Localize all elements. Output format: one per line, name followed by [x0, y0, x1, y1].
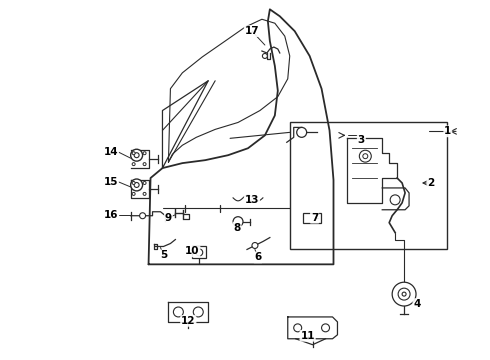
Circle shape — [143, 163, 146, 166]
Text: 1: 1 — [444, 126, 451, 136]
Circle shape — [359, 150, 371, 162]
Circle shape — [143, 181, 146, 184]
Circle shape — [390, 195, 400, 205]
Circle shape — [263, 54, 268, 58]
Text: 4: 4 — [414, 299, 421, 309]
Text: 12: 12 — [181, 316, 196, 326]
Bar — [303, 213, 320, 223]
Circle shape — [294, 324, 302, 332]
Circle shape — [233, 217, 243, 227]
Circle shape — [321, 324, 329, 332]
Text: 5: 5 — [160, 251, 167, 260]
Circle shape — [173, 307, 183, 317]
Circle shape — [363, 154, 368, 159]
Circle shape — [134, 183, 139, 188]
Text: 3: 3 — [358, 135, 365, 145]
Circle shape — [193, 307, 203, 317]
Text: 2: 2 — [427, 178, 435, 188]
Circle shape — [132, 152, 135, 155]
Text: 14: 14 — [103, 147, 118, 157]
Circle shape — [134, 153, 139, 158]
Circle shape — [132, 181, 135, 184]
Circle shape — [398, 288, 410, 300]
Text: 17: 17 — [245, 26, 259, 36]
Circle shape — [196, 249, 203, 256]
Circle shape — [140, 213, 146, 219]
Text: 9: 9 — [165, 213, 172, 223]
Circle shape — [132, 192, 135, 195]
Bar — [290, 122, 447, 249]
Circle shape — [252, 243, 258, 248]
Circle shape — [132, 163, 135, 166]
Text: 13: 13 — [245, 195, 259, 205]
Text: 6: 6 — [254, 252, 262, 262]
Text: 16: 16 — [103, 210, 118, 220]
Circle shape — [402, 292, 406, 296]
Circle shape — [143, 152, 146, 155]
Text: 11: 11 — [300, 331, 315, 341]
Bar — [192, 247, 206, 258]
Circle shape — [131, 149, 143, 161]
Text: 7: 7 — [311, 213, 318, 223]
Text: 10: 10 — [185, 247, 199, 256]
Circle shape — [131, 179, 143, 191]
Circle shape — [297, 127, 307, 137]
Circle shape — [392, 282, 416, 306]
Text: 8: 8 — [233, 222, 241, 233]
Circle shape — [143, 192, 146, 195]
Text: 15: 15 — [103, 177, 118, 187]
